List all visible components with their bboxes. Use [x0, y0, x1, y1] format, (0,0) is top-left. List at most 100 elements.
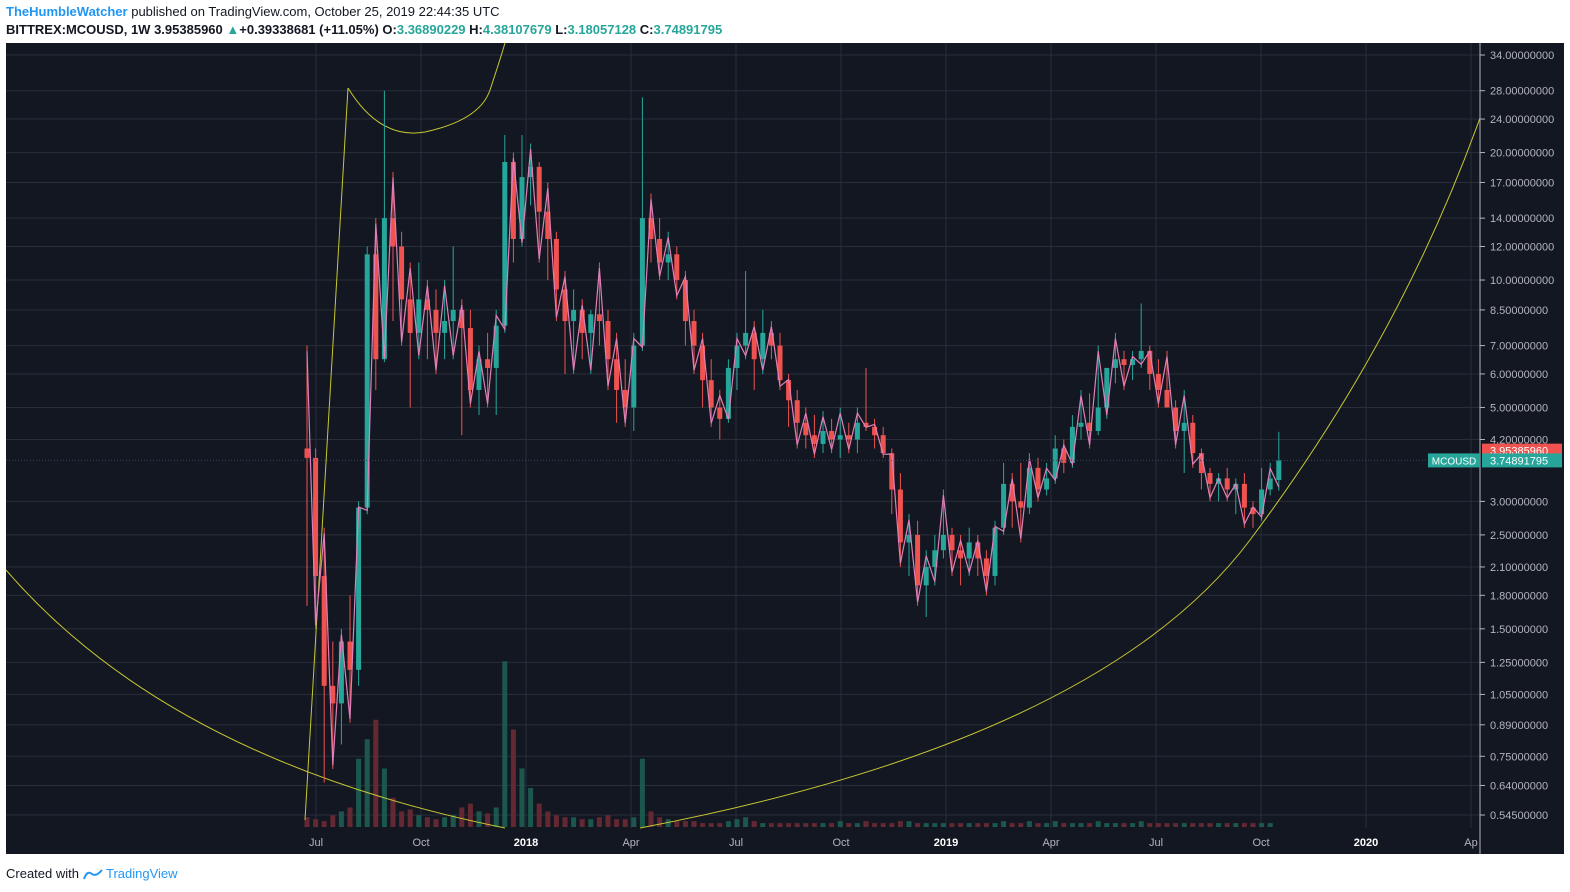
- high-label: H:: [469, 22, 483, 37]
- candle-body: [1138, 350, 1144, 360]
- candle-body: [811, 435, 817, 444]
- candle-body: [502, 161, 508, 326]
- volume-bar: [553, 815, 559, 827]
- volume-bar: [949, 823, 955, 827]
- volume-bar: [338, 811, 344, 827]
- author-link[interactable]: TheHumbleWatcher: [6, 4, 128, 19]
- volume-bar: [1250, 823, 1256, 827]
- grid-lines: [6, 43, 1480, 828]
- high-value: 4.38107679: [482, 22, 552, 37]
- volume-bar: [889, 823, 895, 827]
- candle-body: [510, 161, 516, 239]
- candle-body: [906, 534, 912, 543]
- volume-bar: [321, 821, 327, 827]
- candle-body: [725, 367, 731, 419]
- volume-bar: [596, 817, 602, 827]
- volume-bar: [811, 823, 817, 827]
- price-tick-label: 12.00000000: [1490, 241, 1554, 253]
- candle-body: [1155, 373, 1161, 390]
- candle-body: [820, 430, 826, 444]
- volume-bar: [1241, 823, 1247, 827]
- volume-bar: [614, 819, 620, 827]
- volume-bar: [347, 807, 353, 827]
- volume-bar: [1001, 821, 1007, 827]
- tradingview-brand: TradingView: [105, 866, 178, 881]
- candle-body: [571, 309, 577, 322]
- volume-bar: [622, 819, 628, 827]
- close-value: 3.74891795: [653, 22, 723, 37]
- volume-bar: [1233, 823, 1239, 827]
- candle-body: [889, 453, 895, 490]
- candle-body: [1018, 501, 1024, 508]
- close-price-line: [306, 149, 1280, 766]
- candle-body: [596, 314, 602, 322]
- time-tick-label: Oct: [412, 837, 429, 849]
- candle-body: [768, 332, 774, 346]
- candle-body: [760, 332, 766, 360]
- candle-body: [553, 238, 559, 290]
- symbol-label[interactable]: BITTREX:MCOUSD, 1W: [6, 22, 151, 37]
- price-tag-box: [1482, 453, 1562, 468]
- volume-bar: [958, 823, 964, 827]
- candle-body: [1181, 422, 1187, 431]
- volume-bar: [1216, 823, 1222, 827]
- volume-bar: [545, 811, 551, 827]
- volume-bar: [846, 823, 852, 827]
- price-tag-value: 3.74891795: [1490, 455, 1548, 467]
- last-price: 3.95385960: [154, 22, 223, 37]
- open-value: 3.36890229: [396, 22, 466, 37]
- candle-body: [975, 542, 981, 559]
- volume-bar: [364, 739, 370, 827]
- low-label: L:: [555, 22, 568, 37]
- volume-bar: [1155, 823, 1161, 827]
- candle-body: [467, 328, 473, 390]
- candle-body: [381, 218, 387, 360]
- volume-bar: [760, 823, 766, 827]
- volume-bar: [373, 719, 379, 827]
- candle-body: [777, 345, 783, 381]
- arc-drawings: [5, 42, 1481, 829]
- published-text: published on TradingView.com, October 25…: [131, 4, 500, 19]
- volume-bar: [794, 823, 800, 827]
- price-tick-label: 17.00000000: [1490, 177, 1554, 189]
- candle-body: [983, 558, 989, 576]
- tradingview-logo-icon: [83, 868, 103, 879]
- price-tick-label: 10.00000000: [1490, 275, 1554, 287]
- volume-bar: [768, 823, 774, 827]
- volume-bar: [442, 817, 448, 827]
- candle-body: [313, 457, 319, 576]
- volume-bar: [1026, 821, 1032, 827]
- volume-bar: [1130, 823, 1136, 827]
- volume-bar: [1198, 823, 1204, 827]
- candle-body: [338, 641, 344, 704]
- candle-body: [1198, 453, 1204, 474]
- candle-body: [717, 407, 723, 419]
- candle-body: [459, 309, 465, 329]
- time-tick-label: Oct: [1252, 837, 1269, 849]
- price-tick-label: 20.00000000: [1490, 148, 1554, 160]
- volume-bar: [1190, 823, 1196, 827]
- volume-bar: [1121, 823, 1127, 827]
- candle-body: [1164, 389, 1170, 408]
- price-tick-label: 2.50000000: [1490, 530, 1548, 542]
- volume-bar: [356, 758, 362, 827]
- candle-body: [536, 166, 542, 212]
- volume-bar: [708, 823, 714, 827]
- volume-bar: [1181, 823, 1187, 827]
- candle-body: [433, 309, 439, 333]
- time-axis: [6, 828, 1480, 854]
- volume-bar: [1147, 823, 1153, 827]
- tradingview-link[interactable]: TradingView: [83, 866, 178, 881]
- volume-bar: [1018, 823, 1024, 827]
- volume-bar: [777, 823, 783, 827]
- volume-bar: [528, 788, 534, 827]
- candle-body: [373, 254, 379, 360]
- candle-body: [854, 422, 860, 440]
- volume-bar: [820, 823, 826, 827]
- candle-body: [794, 400, 800, 423]
- symbol-info: BITTREX:MCOUSD, 1W 3.95385960 ▲+0.393386…: [6, 22, 722, 37]
- price-tick-label: 34.00000000: [1490, 50, 1554, 62]
- arc-lower-left: [5, 569, 506, 829]
- volume-bar: [1112, 823, 1118, 827]
